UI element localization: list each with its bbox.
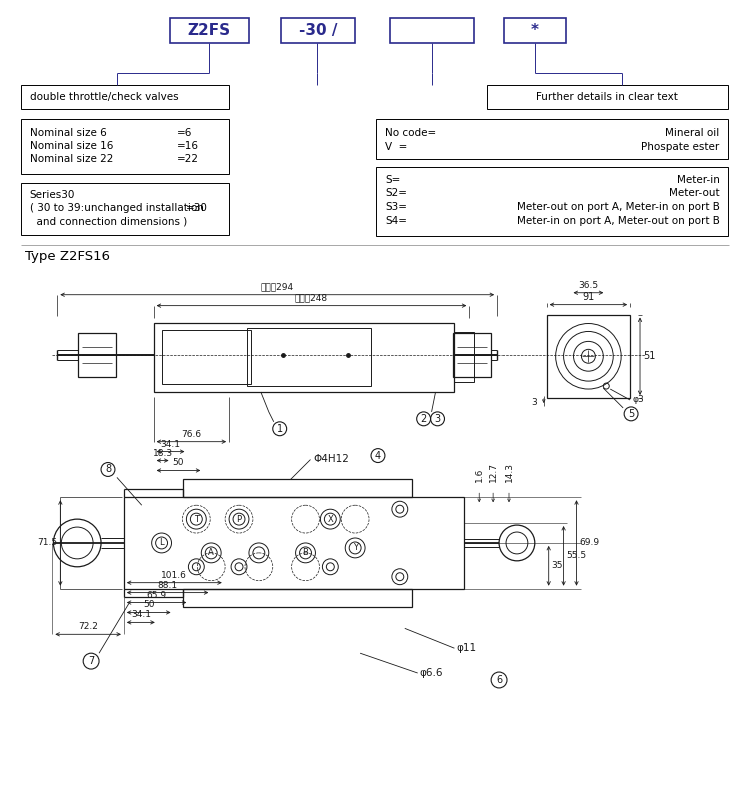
Bar: [78, 334, 116, 377]
Bar: [247, 328, 371, 386]
Text: and connection dimensions ): and connection dimensions ): [29, 216, 187, 226]
Bar: [21, 85, 229, 109]
Text: 35: 35: [552, 562, 563, 570]
Bar: [376, 119, 728, 159]
Text: S2=: S2=: [385, 188, 407, 199]
Text: 3: 3: [531, 399, 537, 407]
Text: Mineral oil: Mineral oil: [665, 128, 719, 138]
Text: φ6.6: φ6.6: [420, 668, 443, 678]
Text: 最大约294: 最大约294: [261, 282, 294, 292]
Text: Meter-in on port A, Meter-out on port B: Meter-in on port A, Meter-out on port B: [517, 216, 719, 226]
Bar: [488, 85, 728, 109]
Bar: [454, 334, 491, 377]
Bar: [376, 167, 728, 237]
Text: S3=: S3=: [385, 202, 407, 212]
Text: 1.6: 1.6: [475, 468, 484, 483]
Text: Type Z2FS16: Type Z2FS16: [25, 251, 109, 263]
Text: 51: 51: [643, 351, 656, 361]
Text: 5: 5: [628, 409, 634, 419]
Text: -30 /: -30 /: [298, 23, 338, 38]
Text: =16: =16: [176, 141, 199, 151]
Text: A: A: [209, 548, 214, 558]
Text: =22: =22: [176, 153, 199, 164]
Text: 34.1: 34.1: [160, 440, 181, 448]
Text: S4=: S4=: [385, 216, 407, 226]
Text: φ3: φ3: [632, 396, 644, 404]
Bar: [21, 184, 229, 235]
Bar: [161, 331, 251, 384]
Text: 76.6: 76.6: [182, 430, 202, 439]
Text: *: *: [531, 23, 538, 38]
Bar: [280, 17, 356, 44]
Text: V  =: V =: [385, 142, 407, 152]
Bar: [390, 17, 474, 44]
Bar: [124, 498, 464, 589]
Text: φ11: φ11: [457, 643, 476, 653]
Text: 6: 6: [496, 675, 502, 685]
Text: 4: 4: [375, 451, 381, 460]
Text: Y: Y: [352, 543, 358, 552]
Text: T: T: [194, 515, 199, 524]
Bar: [454, 332, 474, 382]
Text: 14.3: 14.3: [505, 463, 514, 483]
Text: 18.3: 18.3: [152, 448, 172, 457]
Text: L: L: [159, 539, 164, 547]
Text: Series30: Series30: [29, 191, 75, 200]
Text: B: B: [302, 548, 308, 558]
Text: Nominal size 6: Nominal size 6: [29, 128, 106, 138]
Text: 69.9: 69.9: [580, 539, 599, 547]
Text: 7: 7: [88, 656, 94, 666]
Bar: [184, 479, 412, 498]
Bar: [170, 17, 249, 44]
Text: 101.6: 101.6: [161, 570, 188, 580]
Text: No code=: No code=: [385, 128, 436, 138]
Text: 91: 91: [582, 292, 595, 301]
Text: Meter-in: Meter-in: [676, 175, 719, 184]
Text: P: P: [236, 515, 242, 524]
Bar: [21, 119, 229, 173]
Text: ( 30 to 39:unchanged installation: ( 30 to 39:unchanged installation: [29, 203, 203, 214]
Text: 3: 3: [434, 414, 440, 424]
Text: Meter-out: Meter-out: [669, 188, 719, 199]
Text: Further details in clear text: Further details in clear text: [536, 92, 678, 102]
Text: 55.5: 55.5: [566, 551, 586, 560]
Text: 36.5: 36.5: [578, 281, 598, 290]
Text: double throttle/check valves: double throttle/check valves: [29, 92, 178, 102]
Bar: [184, 589, 412, 607]
Text: Meter-out on port A, Meter-in on port B: Meter-out on port A, Meter-in on port B: [517, 202, 719, 212]
Bar: [504, 17, 566, 44]
Text: Nominal size 22: Nominal size 22: [29, 153, 113, 164]
Bar: [547, 315, 630, 398]
Text: X: X: [328, 515, 333, 524]
Text: =30: =30: [186, 203, 209, 214]
Text: 2: 2: [421, 414, 427, 424]
Text: 71.5: 71.5: [38, 539, 57, 547]
Text: =6: =6: [176, 128, 192, 138]
Text: 50: 50: [143, 600, 154, 610]
Text: 72.2: 72.2: [78, 623, 98, 631]
Text: 8: 8: [105, 464, 111, 475]
Text: 65.9: 65.9: [146, 591, 166, 600]
Text: Z2FS: Z2FS: [188, 23, 231, 38]
Text: 1: 1: [277, 424, 283, 433]
Text: Phospate ester: Phospate ester: [641, 142, 719, 152]
Text: Nominal size 16: Nominal size 16: [29, 141, 113, 151]
Text: S=: S=: [385, 175, 400, 184]
Text: 50: 50: [172, 459, 184, 467]
Text: 最大约248: 最大约248: [295, 293, 328, 303]
Text: 34.1: 34.1: [130, 611, 151, 619]
Bar: [154, 323, 454, 392]
Text: Φ4H12: Φ4H12: [314, 453, 350, 464]
Text: 12.7: 12.7: [488, 463, 497, 483]
Text: 88.1: 88.1: [158, 581, 178, 589]
